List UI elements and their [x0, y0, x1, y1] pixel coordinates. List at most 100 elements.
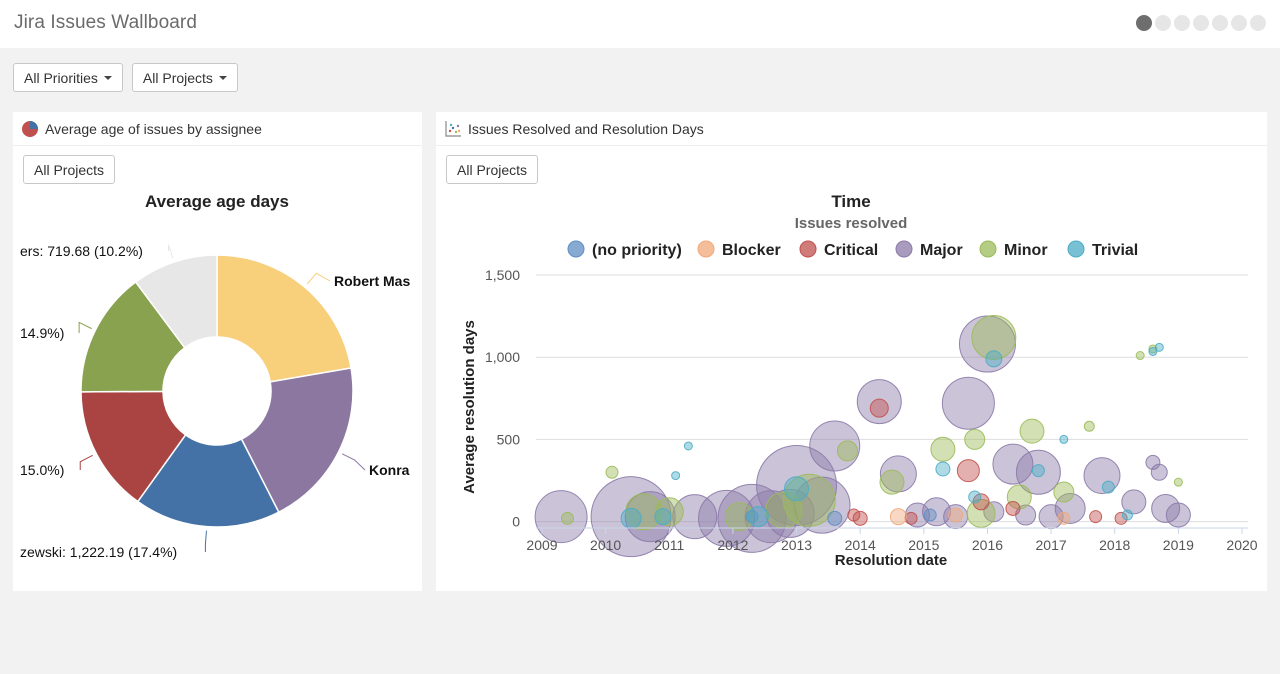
legend-marker[interactable]	[799, 240, 817, 258]
bubble-point[interactable]	[1006, 484, 1032, 510]
bubble-point[interactable]	[956, 459, 980, 483]
bubble-point[interactable]	[992, 443, 1034, 485]
bubble-point[interactable]	[1057, 511, 1071, 525]
bubble-point[interactable]	[827, 510, 843, 526]
bubble-point[interactable]	[972, 493, 990, 511]
bubble-point[interactable]	[869, 398, 889, 418]
bubble-point[interactable]	[724, 502, 754, 532]
bubble-point[interactable]	[1089, 510, 1103, 524]
bubble-point[interactable]	[534, 490, 588, 544]
priorities-dropdown-label: All Priorities	[24, 69, 98, 86]
pie-slice-label: Konra	[369, 462, 410, 478]
panel-header: Average age of issues by assignee	[13, 112, 422, 146]
bubble-point[interactable]	[1135, 351, 1145, 361]
bubble-point[interactable]	[935, 461, 951, 477]
bubble-point[interactable]	[1121, 489, 1147, 515]
bubble-point[interactable]	[971, 314, 1017, 360]
bubble-point[interactable]	[1101, 480, 1115, 494]
bubble-point[interactable]	[1154, 342, 1164, 352]
bubble-point[interactable]	[941, 376, 995, 430]
legend-item[interactable]: Minor	[1004, 242, 1048, 259]
bubble-point[interactable]	[856, 379, 902, 425]
page-dot-6[interactable]	[1231, 15, 1247, 31]
bubble-point[interactable]	[1150, 463, 1168, 481]
pie-slice[interactable]	[216, 254, 352, 383]
bubble-point[interactable]	[605, 465, 619, 479]
bubble-point[interactable]	[904, 511, 918, 525]
bubble-point[interactable]	[756, 444, 838, 526]
page-dot-1[interactable]	[1136, 15, 1152, 31]
pie-slice[interactable]	[80, 280, 186, 393]
bubble-point[interactable]	[1151, 493, 1181, 523]
legend-item[interactable]: Critical	[824, 242, 878, 259]
bubble-point[interactable]	[983, 501, 1005, 523]
bubble-point[interactable]	[1114, 511, 1128, 525]
panel-average-age: Average age of issues by assignee All Pr…	[13, 112, 422, 591]
legend-marker[interactable]	[1067, 240, 1085, 258]
page-dot-4[interactable]	[1193, 15, 1209, 31]
bubble-point[interactable]	[1059, 434, 1069, 444]
pie-slice[interactable]	[80, 390, 187, 503]
bubble-point[interactable]	[654, 508, 672, 526]
pie-slice[interactable]	[134, 254, 218, 349]
legend-item[interactable]: Blocker	[722, 242, 781, 259]
bubble-point[interactable]	[1173, 477, 1183, 487]
bubble-point[interactable]	[879, 469, 905, 495]
legend-item[interactable]: Trivial	[1092, 242, 1138, 259]
bubble-point[interactable]	[968, 490, 982, 504]
page-dot-3[interactable]	[1174, 15, 1190, 31]
bubble-point[interactable]	[964, 428, 986, 450]
bubble-point[interactable]	[782, 473, 836, 527]
legend-marker[interactable]	[697, 240, 715, 258]
page-dot-2[interactable]	[1155, 15, 1171, 31]
bubble-point[interactable]	[747, 506, 769, 528]
legend-item[interactable]: Major	[920, 242, 963, 259]
bubble-point[interactable]	[698, 489, 756, 547]
pie-connector	[341, 453, 366, 471]
bubble-point[interactable]	[948, 507, 964, 523]
legend-marker[interactable]	[979, 240, 997, 258]
bubble-point[interactable]	[847, 508, 861, 522]
bubble-point[interactable]	[1031, 464, 1045, 478]
bubble-point[interactable]	[852, 510, 868, 526]
bubble-point[interactable]	[836, 440, 858, 462]
pie-slice-label: ers: 719.68 (10.2%)	[20, 243, 143, 259]
bubble-point[interactable]	[1165, 502, 1191, 528]
panel-issues-resolved: Issues Resolved and Resolution Days All …	[436, 112, 1267, 591]
bubble-point[interactable]	[1053, 481, 1075, 503]
bubble-point[interactable]	[1005, 500, 1021, 516]
bubble-point[interactable]	[1083, 420, 1095, 432]
page-dot-7[interactable]	[1250, 15, 1266, 31]
bubble-point[interactable]	[560, 511, 574, 525]
priorities-dropdown[interactable]: All Priorities	[13, 63, 123, 92]
bubble-point[interactable]	[620, 507, 642, 529]
page-dot-5[interactable]	[1212, 15, 1228, 31]
legend-marker[interactable]	[567, 240, 585, 258]
app-title: Jira Issues Wallboard	[14, 12, 198, 33]
panel-title: Average age of issues by assignee	[45, 120, 262, 137]
bubble-point[interactable]	[1121, 509, 1133, 521]
projects-dropdown[interactable]: All Projects	[131, 63, 238, 92]
bubble-point[interactable]	[809, 420, 861, 472]
bubble-point[interactable]	[784, 476, 810, 502]
legend-item[interactable]: (no priority)	[592, 242, 682, 259]
bubble-point[interactable]	[1145, 454, 1161, 470]
bubble-point[interactable]	[1015, 449, 1061, 495]
bubble-point[interactable]	[930, 436, 956, 462]
bubble-point[interactable]	[625, 493, 663, 531]
pie-slice[interactable]	[136, 433, 280, 528]
bubble-point[interactable]	[904, 502, 930, 528]
bubble-point[interactable]	[923, 508, 937, 522]
x-tick-label: 2012	[717, 537, 748, 553]
bubble-point[interactable]	[889, 508, 907, 526]
bubble-point[interactable]	[1148, 346, 1158, 356]
panel-projects-button[interactable]: All Projects	[446, 155, 539, 184]
bubble-point[interactable]	[985, 350, 1003, 368]
bubble-point[interactable]	[671, 471, 681, 481]
pie-slice[interactable]	[240, 367, 354, 514]
bubble-point[interactable]	[683, 441, 693, 451]
panel-projects-button[interactable]: All Projects	[23, 155, 116, 184]
bubble-point[interactable]	[1019, 418, 1045, 444]
legend-marker[interactable]	[895, 240, 913, 258]
bubble-point[interactable]	[1083, 457, 1121, 495]
